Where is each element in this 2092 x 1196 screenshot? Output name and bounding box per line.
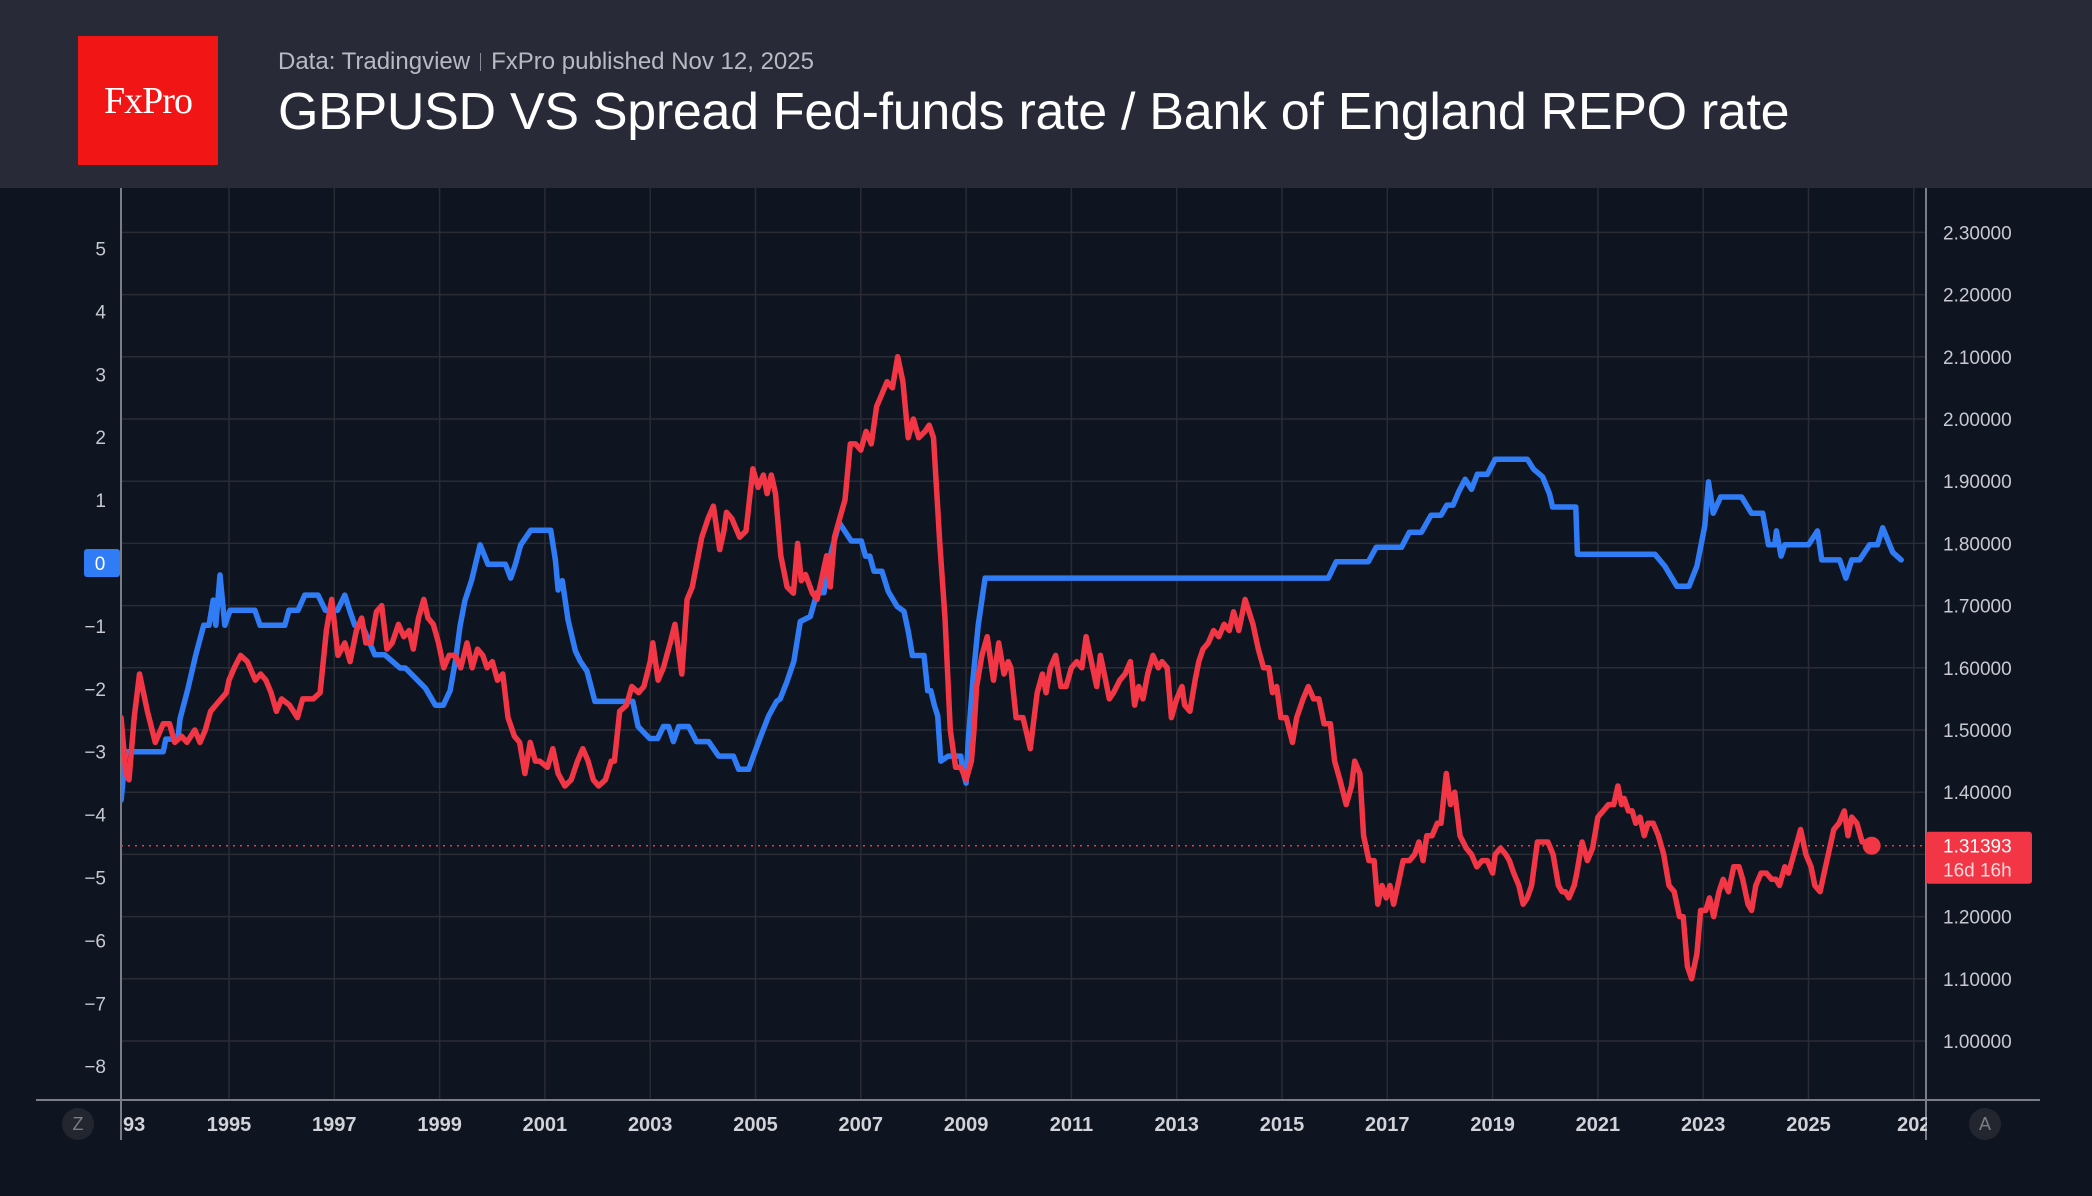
right-tick-label: 1.70000 — [1943, 597, 2012, 618]
left-tick-label: −3 — [84, 743, 106, 764]
fxpro-logo: FxPro — [78, 36, 218, 165]
x-tick-label: 2013 — [1154, 1114, 1199, 1136]
chart[interactable]: 5 4 3 2 1 −1 −2 −3 −4 −5 −6 −7 −8 0 2.30000 2.20000 2.1… — [0, 188, 2092, 1196]
x-tick-label: 2005 — [733, 1114, 778, 1136]
x-tick-label: 1995 — [207, 1114, 252, 1136]
left-tick-label: 4 — [95, 302, 106, 323]
button-label[interactable]: A — [1979, 1114, 1991, 1134]
left-tick-label: 1 — [95, 491, 106, 512]
x-tick-label: 2025 — [1786, 1114, 1831, 1136]
right-tick-label: 2.00000 — [1943, 410, 2012, 431]
x-tick-label: 1999 — [417, 1114, 462, 1136]
x-tick-label: 2001 — [523, 1114, 568, 1136]
right-tick-label: 1.20000 — [1943, 908, 2012, 929]
x-tick-label: 2023 — [1681, 1114, 1726, 1136]
bar-countdown: 16d 16h — [1943, 861, 2012, 882]
left-tick-label: 3 — [95, 365, 106, 386]
left-tick-label: −2 — [84, 680, 106, 701]
axis-mask — [1927, 1102, 2087, 1162]
overlay: 1.31393 16d 16h — [121, 831, 2032, 884]
x-tick-label: 2015 — [1260, 1114, 1305, 1136]
left-tick-label: −7 — [84, 994, 106, 1015]
left-axis[interactable]: 5 4 3 2 1 −1 −2 −3 −4 −5 −6 −7 −8 0 — [84, 240, 120, 1079]
badge-bg — [84, 549, 120, 577]
left-tick-label: −8 — [84, 1057, 106, 1078]
last-price-dot — [1862, 836, 1881, 855]
left-tick-label: −4 — [84, 806, 106, 827]
logo-text: FxPro — [104, 79, 193, 122]
right-tick-label: 1.10000 — [1943, 970, 2012, 991]
spread-line — [121, 456, 1904, 803]
x-tick-label: 2021 — [1576, 1114, 1621, 1136]
chart-title: GBPUSD VS Spread Fed-funds rate / Bank o… — [278, 83, 1790, 141]
x-tick-label: 2011 — [1050, 1114, 1093, 1136]
last-price-value: 1.31393 — [1943, 837, 2012, 858]
header: FxPro Data: Tradingview FxPro published N… — [0, 0, 2092, 188]
right-tick-label: 1.00000 — [1943, 1032, 2012, 1053]
x-tick-label: 2009 — [944, 1114, 989, 1136]
separator — [480, 53, 482, 71]
right-tick-label: 2.10000 — [1943, 348, 2012, 369]
grid — [36, 188, 2040, 1140]
x-tick-label: 2007 — [839, 1114, 884, 1136]
left-tick-label: 5 — [95, 240, 106, 261]
right-tick-label: 1.80000 — [1943, 534, 2012, 555]
time-axis[interactable]: 93 1995 1997 1999 2001 2003 2005 2007 2009 2011 20… — [62, 1102, 2087, 1162]
right-tick-label: 1.40000 — [1943, 783, 2012, 804]
right-axis[interactable]: 2.30000 2.20000 2.10000 2.00000 1.90000 1.800… — [1943, 223, 2012, 1053]
button-bg[interactable] — [62, 1108, 94, 1140]
x-tick-label: 93 — [123, 1114, 145, 1136]
x-tick-label: 202 — [1897, 1114, 1930, 1136]
published-date: FxPro published Nov 12, 2025 — [491, 48, 814, 75]
button-label[interactable]: Z — [73, 1114, 84, 1134]
x-tick-label: 2003 — [628, 1114, 673, 1136]
right-tick-label: 1.90000 — [1943, 472, 2012, 493]
x-tick-label: 2019 — [1470, 1114, 1515, 1136]
data-source: Data: Tradingview — [278, 48, 471, 75]
right-tick-label: 1.60000 — [1943, 659, 2012, 680]
right-tick-label: 2.30000 — [1943, 223, 2012, 244]
left-tick-label: −5 — [84, 869, 106, 890]
left-tick-label: −6 — [84, 931, 106, 952]
left-scale-button[interactable]: Z — [62, 1108, 94, 1140]
right-tick-label: 1.50000 — [1943, 721, 2012, 742]
x-tick-label: 1997 — [312, 1114, 357, 1136]
left-tick-label: 2 — [95, 428, 106, 449]
subtitle: Data: Tradingview FxPro published Nov 12,… — [278, 48, 814, 76]
right-tick-label: 2.20000 — [1943, 286, 2012, 307]
button-bg[interactable] — [1969, 1108, 2001, 1140]
auto-scale-button[interactable]: A — [1969, 1108, 2001, 1140]
left-current-value-badge: 0 — [84, 549, 120, 577]
left-tick-label: −1 — [84, 617, 106, 638]
x-tick-label: 2017 — [1365, 1114, 1410, 1136]
badge-bg — [1926, 831, 2032, 884]
last-price-badge: 1.31393 16d 16h — [1926, 831, 2032, 884]
gbpusd-line — [121, 354, 1875, 982]
badge-label: 0 — [95, 554, 106, 575]
series-layer — [121, 354, 1904, 982]
